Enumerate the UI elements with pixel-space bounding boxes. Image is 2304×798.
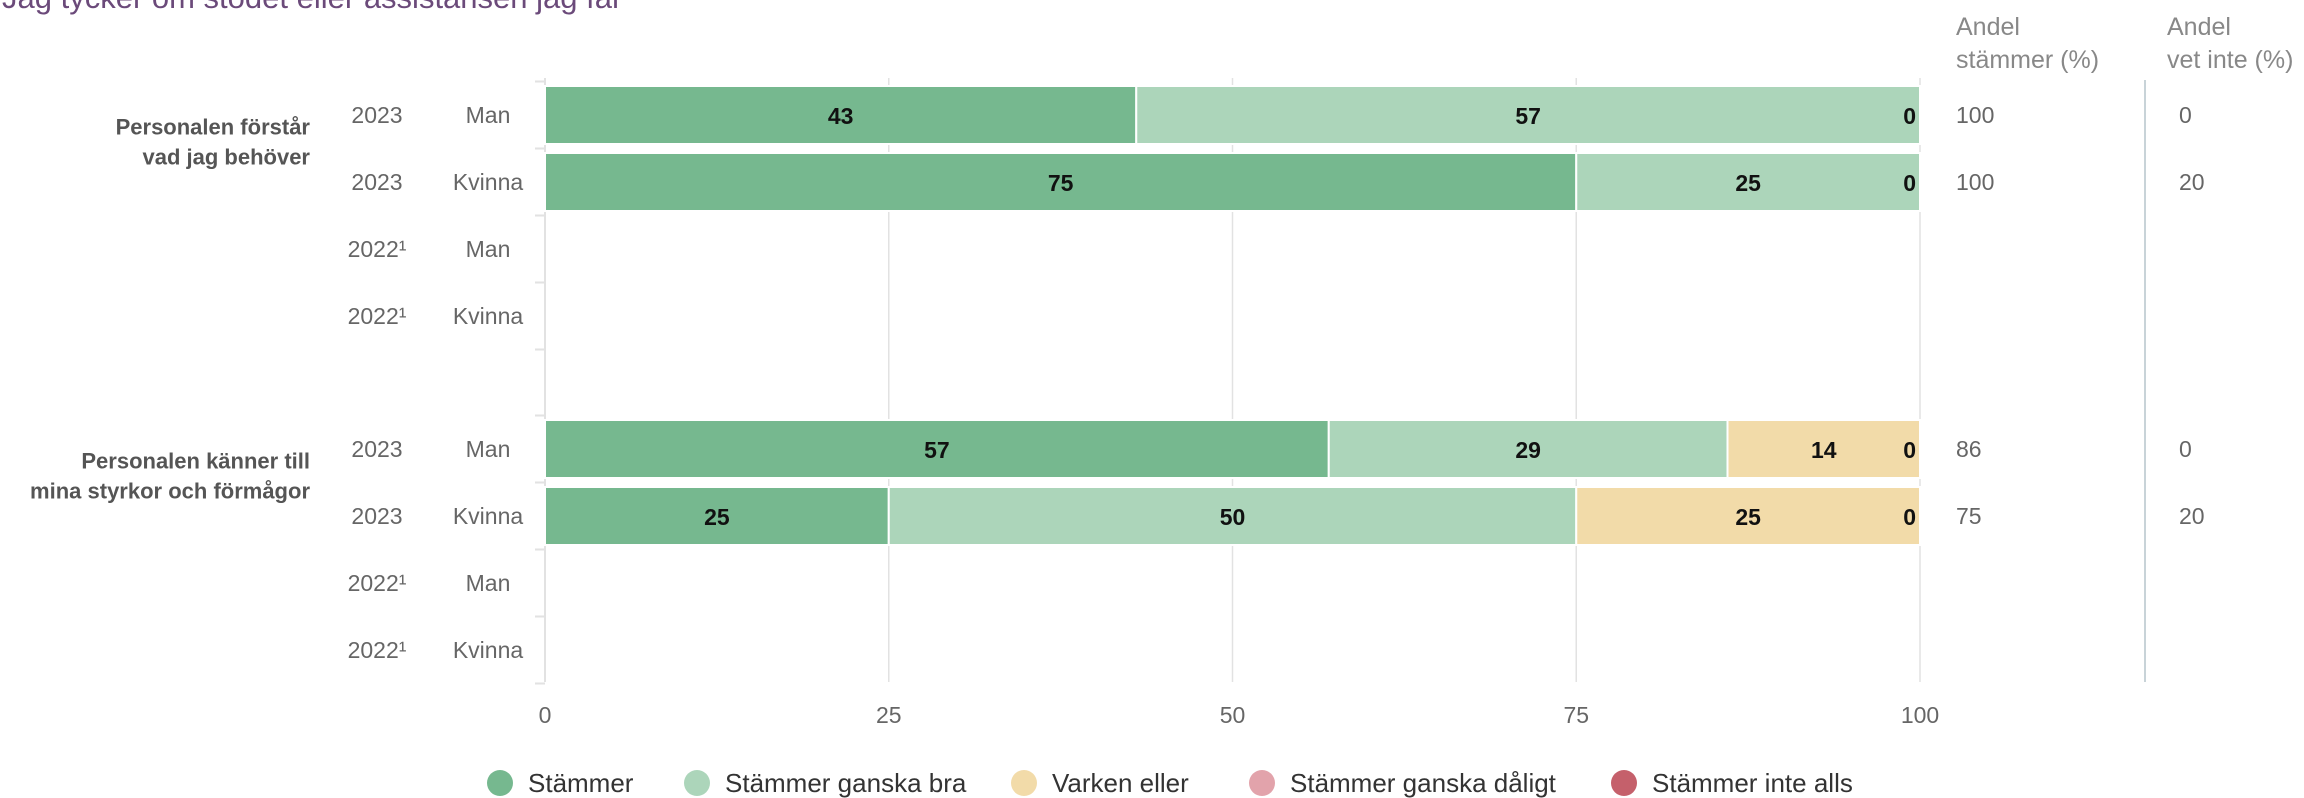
- group-label: vad jag behöver: [142, 145, 310, 170]
- x-tick-label: 25: [876, 702, 902, 728]
- bar-value-label: 0: [1903, 437, 1916, 463]
- x-tick-label: 75: [1563, 702, 1589, 728]
- legend-item[interactable]: Stämmer ganska dåligt: [1249, 768, 1557, 798]
- andel-stammer-value: 100: [1956, 169, 1994, 195]
- bar-value-label: 0: [1903, 103, 1916, 129]
- legend-item[interactable]: Stämmer ganska bra: [684, 768, 967, 798]
- bar-value-label: 0: [1903, 504, 1916, 530]
- legend-item[interactable]: Varken eller: [1011, 768, 1189, 798]
- group-label: Personalen förstår: [116, 115, 311, 140]
- bar-segment: [544, 85, 1138, 145]
- side-columns: Andel stämmer (%) Andel vet inte (%) 100 0 100…: [1956, 13, 2293, 529]
- legend-label: Stämmer: [528, 768, 634, 798]
- bar-value-label: 25: [1735, 504, 1761, 530]
- bar-value-label: 75: [1048, 170, 1074, 196]
- andel-vet-inte-value: 0: [2179, 436, 2192, 462]
- row-year-label: 2023: [351, 102, 402, 128]
- andel-vet-inte-value: 0: [2179, 102, 2192, 128]
- andel-vet-inte-value: 20: [2179, 503, 2205, 529]
- andel-vet-inte-header: Andel: [2167, 13, 2231, 41]
- bar-segment: [1327, 419, 1729, 479]
- bar-segment: [544, 486, 890, 546]
- row-gender-label: Kvinna: [453, 503, 524, 529]
- group-label: Personalen känner till: [81, 449, 310, 474]
- andel-vet-inte-value: 20: [2179, 169, 2205, 195]
- bar-value-label: 25: [704, 504, 730, 530]
- row-year-label: 2022¹: [348, 637, 407, 663]
- andel-stammer-value: 75: [1956, 503, 1982, 529]
- bar-segment: [544, 152, 1578, 212]
- andel-stammer-header: Andel: [1956, 13, 2020, 41]
- legend-swatch: [1011, 770, 1037, 796]
- row-gender-label: Man: [466, 436, 511, 462]
- bar-segment: [1135, 85, 1921, 145]
- row-year-label: 2022¹: [348, 236, 407, 262]
- bar-value-label: 57: [1515, 103, 1541, 129]
- labels-layer: 0 25 50 75 100 Personalen förstår vad jag behö…: [30, 102, 1939, 728]
- legend-item[interactable]: Stämmer: [487, 768, 634, 798]
- row-year-label: 2022¹: [348, 570, 407, 596]
- bar-segment: [1575, 486, 1921, 546]
- bar-value-label: 50: [1220, 504, 1246, 530]
- row-gender-label: Man: [466, 102, 511, 128]
- group-label: mina styrkor och förmågor: [30, 479, 310, 504]
- row-gender-label: Man: [466, 570, 511, 596]
- legend-label: Stämmer inte alls: [1652, 768, 1853, 798]
- andel-stammer-value: 86: [1956, 436, 1982, 462]
- bar-value-label: 29: [1515, 437, 1541, 463]
- legend-label: Varken eller: [1052, 768, 1189, 798]
- andel-stammer-header: stämmer (%): [1956, 46, 2099, 74]
- row-gender-label: Kvinna: [453, 637, 524, 663]
- bar-value-label: 14: [1811, 437, 1837, 463]
- bar-value-label: 43: [828, 103, 854, 129]
- legend-label: Stämmer ganska bra: [725, 768, 967, 798]
- legend-swatch: [1249, 770, 1275, 796]
- row-gender-label: Man: [466, 236, 511, 262]
- legend-item[interactable]: Stämmer inte alls: [1611, 768, 1853, 798]
- row-gender-label: Kvinna: [453, 169, 524, 195]
- row-year-label: 2023: [351, 436, 402, 462]
- bars-layer: [544, 85, 1921, 546]
- legend-swatch: [684, 770, 710, 796]
- x-tick-label: 50: [1220, 702, 1246, 728]
- bar-segment: [1575, 152, 1921, 212]
- bar-segment: [1726, 419, 1921, 479]
- chart-title: Jag tycker om stödet eller assistansen j…: [2, 0, 622, 15]
- bar-value-label: 57: [924, 437, 950, 463]
- row-year-label: 2023: [351, 169, 402, 195]
- legend-swatch: [487, 770, 513, 796]
- bar-value-label: 25: [1735, 170, 1761, 196]
- legend[interactable]: Stämmer Stämmer ganska bra Varken eller Stä…: [487, 768, 1853, 798]
- andel-stammer-value: 100: [1956, 102, 1994, 128]
- andel-vet-inte-header: vet inte (%): [2167, 46, 2293, 74]
- x-tick-label: 0: [539, 702, 552, 728]
- legend-swatch: [1611, 770, 1637, 796]
- row-gender-label: Kvinna: [453, 303, 524, 329]
- row-year-label: 2023: [351, 503, 402, 529]
- bar-value-label: 0: [1903, 170, 1916, 196]
- row-year-label: 2022¹: [348, 303, 407, 329]
- legend-label: Stämmer ganska dåligt: [1290, 768, 1557, 798]
- bar-segment: [887, 486, 1578, 546]
- x-tick-label: 100: [1901, 702, 1939, 728]
